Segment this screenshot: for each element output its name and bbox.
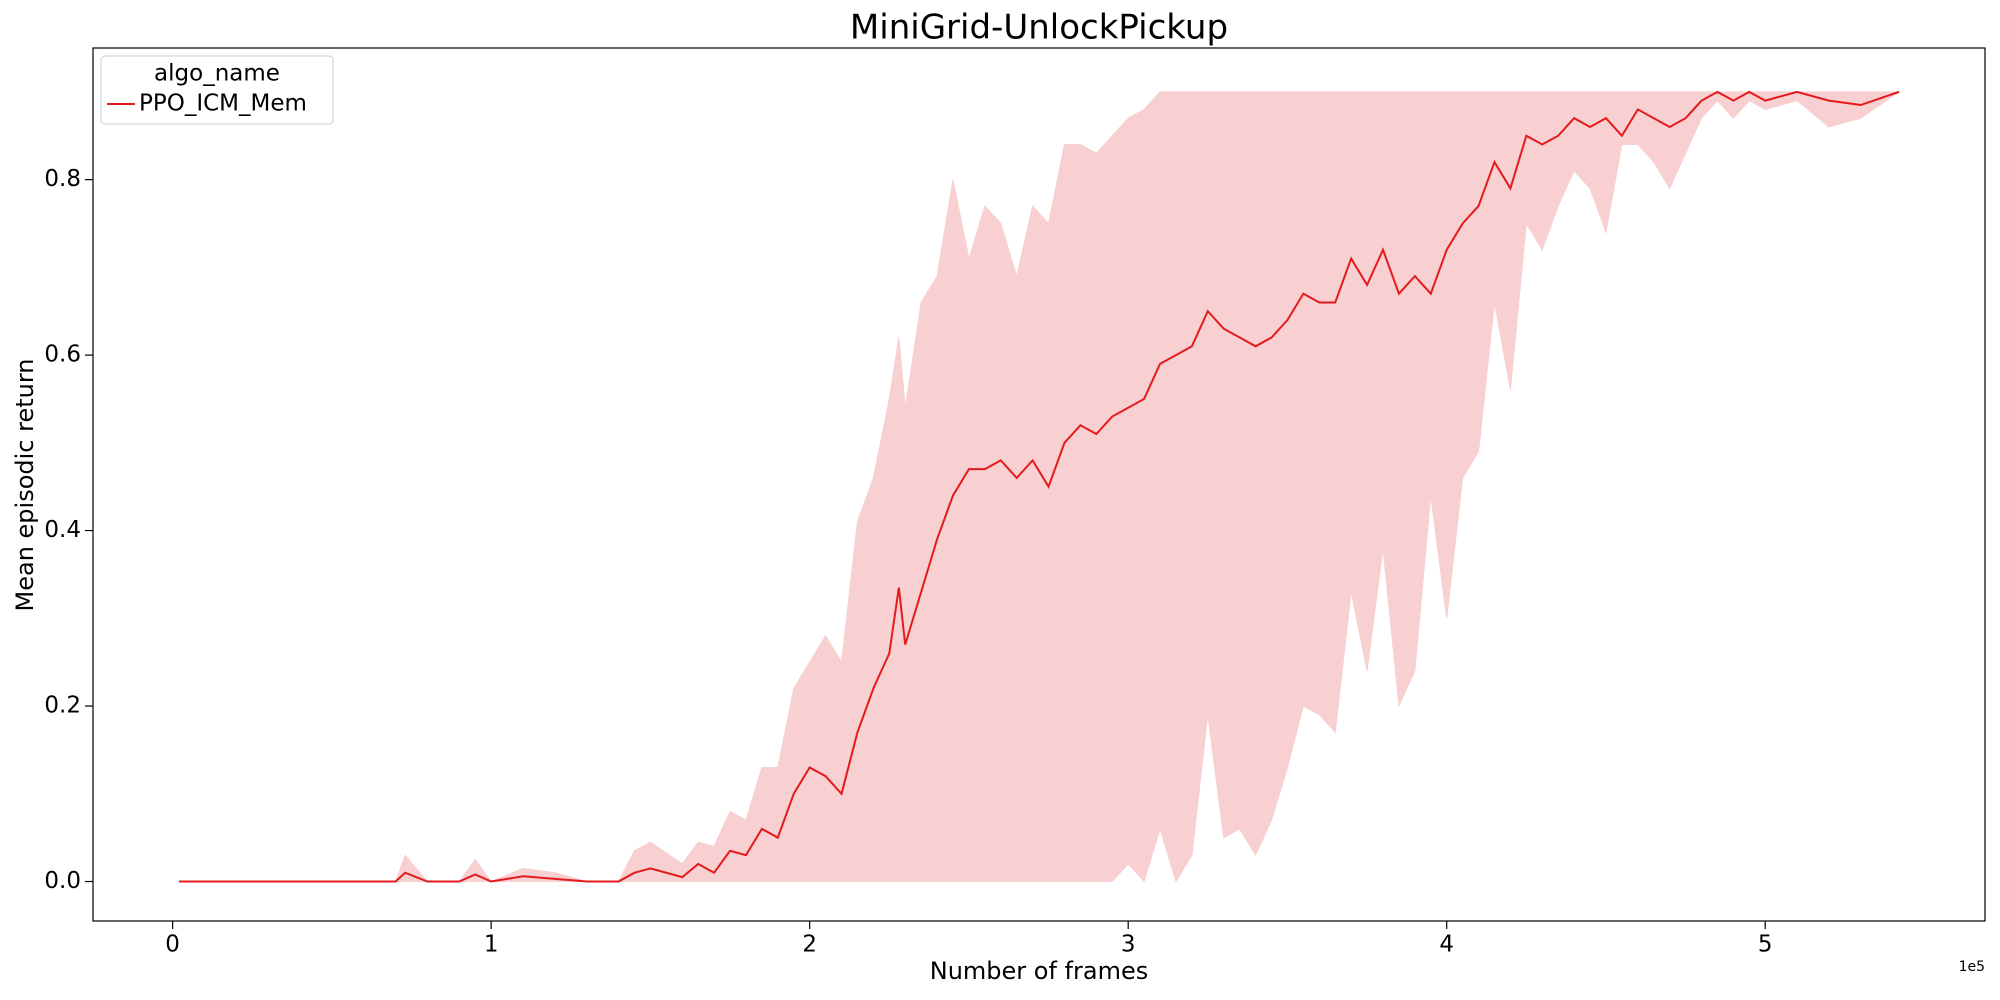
x-offset-label: 1e5: [1959, 959, 1985, 975]
x-tick-label: 3: [1121, 932, 1136, 958]
y-tick-label: 0.8: [44, 166, 81, 192]
y-tick-label: 0.4: [44, 517, 81, 543]
y-axis-label: Mean episodic return: [11, 359, 39, 612]
legend-title: algo_name: [154, 61, 280, 87]
x-tick-label: 5: [1758, 932, 1773, 958]
data-line: [179, 90, 1900, 883]
y-tick-label: 0.2: [44, 693, 81, 719]
y-tick-label: 0.0: [44, 868, 81, 894]
legend-box: [100, 55, 334, 125]
confidence-band: [179, 91, 1901, 883]
legend-label: PPO_ICM_Mem: [139, 91, 307, 117]
chart-title: MiniGrid-UnlockPickup: [850, 8, 1228, 48]
x-tick-label: 1: [484, 932, 499, 958]
x-tick-label: 4: [1439, 932, 1454, 958]
x-tick-label: 2: [802, 932, 817, 958]
x-axis-label: Number of frames: [930, 957, 1148, 985]
y-tick-label: 0.6: [44, 342, 81, 368]
plot-frame: [92, 47, 1986, 922]
x-tick-label: 0: [165, 932, 180, 958]
